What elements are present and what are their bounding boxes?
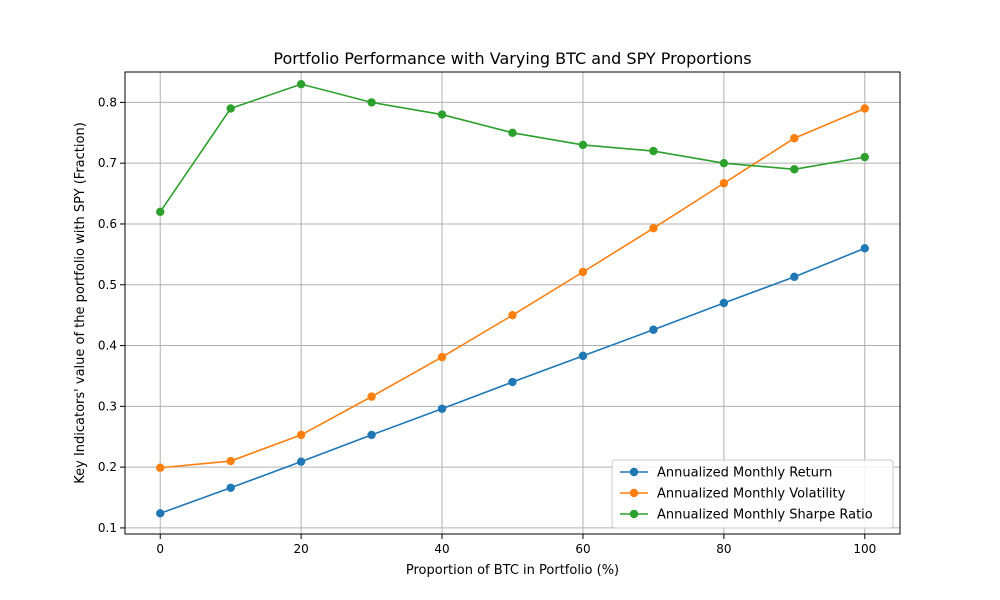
y-tick-label: 0.4 [98, 339, 117, 353]
y-tick-label: 0.3 [98, 399, 117, 413]
y-tick-label: 0.2 [98, 460, 117, 474]
y-tick-label: 0.5 [98, 278, 117, 292]
data-point [367, 98, 376, 107]
legend-box [611, 459, 894, 529]
legend-entry: Annualized Monthly Return [620, 466, 832, 481]
data-point [790, 272, 799, 282]
data-point [367, 430, 376, 440]
legend-label: Annualized Monthly Sharpe Ratio [657, 508, 873, 523]
data-point [860, 152, 869, 162]
x-tick-label: 80 [716, 542, 731, 556]
plot-frame [124, 71, 901, 535]
data-point [226, 456, 235, 466]
chart-title: Portfolio Performance with Varying BTC a… [273, 49, 751, 68]
data-point [296, 79, 306, 89]
data-point [437, 352, 447, 362]
data-point [156, 509, 165, 518]
series-1 [156, 244, 869, 518]
x-axis-label: Proportion of BTC in Portfolio (%) [406, 563, 619, 578]
data-point [719, 179, 729, 188]
data-point [296, 457, 306, 466]
data-point [437, 110, 447, 119]
legend: Annualized Monthly Return Annualized Mont… [611, 459, 894, 529]
x-tick-label: 40 [434, 542, 449, 556]
legend-label: Annualized Monthly Return [657, 466, 832, 481]
y-axis-label: Key Indicators' value of the portfolio w… [73, 122, 88, 484]
data-point [860, 244, 869, 253]
data-point [226, 483, 235, 492]
y-tick-label: 0.6 [98, 217, 117, 231]
data-point [790, 134, 799, 143]
x-tick-label: 60 [575, 542, 590, 556]
data-point [437, 404, 447, 413]
legend-marker [629, 488, 639, 498]
data-point [649, 325, 658, 334]
data-point [508, 310, 517, 320]
series-2 [156, 104, 869, 472]
data-point [860, 104, 869, 113]
data-point [296, 430, 306, 440]
data-point [649, 146, 658, 156]
data-point [367, 392, 376, 401]
y-tick-label: 0.8 [98, 95, 117, 109]
y-tick-label: 0.7 [98, 156, 117, 170]
x-tick-label: 100 [853, 542, 876, 556]
legend-entry: Annualized Monthly Sharpe Ratio [620, 508, 873, 523]
legend-marker [629, 509, 639, 519]
data-point [578, 351, 588, 361]
legend-marker [629, 467, 639, 477]
data-point [156, 463, 165, 472]
data-point [156, 207, 165, 217]
data-point [226, 104, 235, 113]
legend-entry: Annualized Monthly Volatility [620, 487, 846, 502]
data-point [508, 128, 517, 137]
series-3 [156, 79, 869, 217]
y-tick-label: 0.1 [98, 521, 117, 535]
x-tick-label: 0 [156, 542, 164, 556]
data-point [508, 377, 517, 387]
x-tick-label: 20 [293, 542, 308, 556]
series-lines [156, 79, 869, 518]
axis-ticks: 0 20 40 60 80 100 0.1 0.2 0.3 0.4 0.5 0.6 0.7 0.8 [98, 95, 876, 556]
legend-label: Annualized Monthly Volatility [657, 487, 846, 502]
data-point [578, 267, 588, 277]
data-point [790, 165, 799, 174]
data-point [719, 298, 729, 308]
data-point [578, 140, 588, 150]
data-point [719, 158, 729, 168]
data-point [649, 224, 658, 233]
